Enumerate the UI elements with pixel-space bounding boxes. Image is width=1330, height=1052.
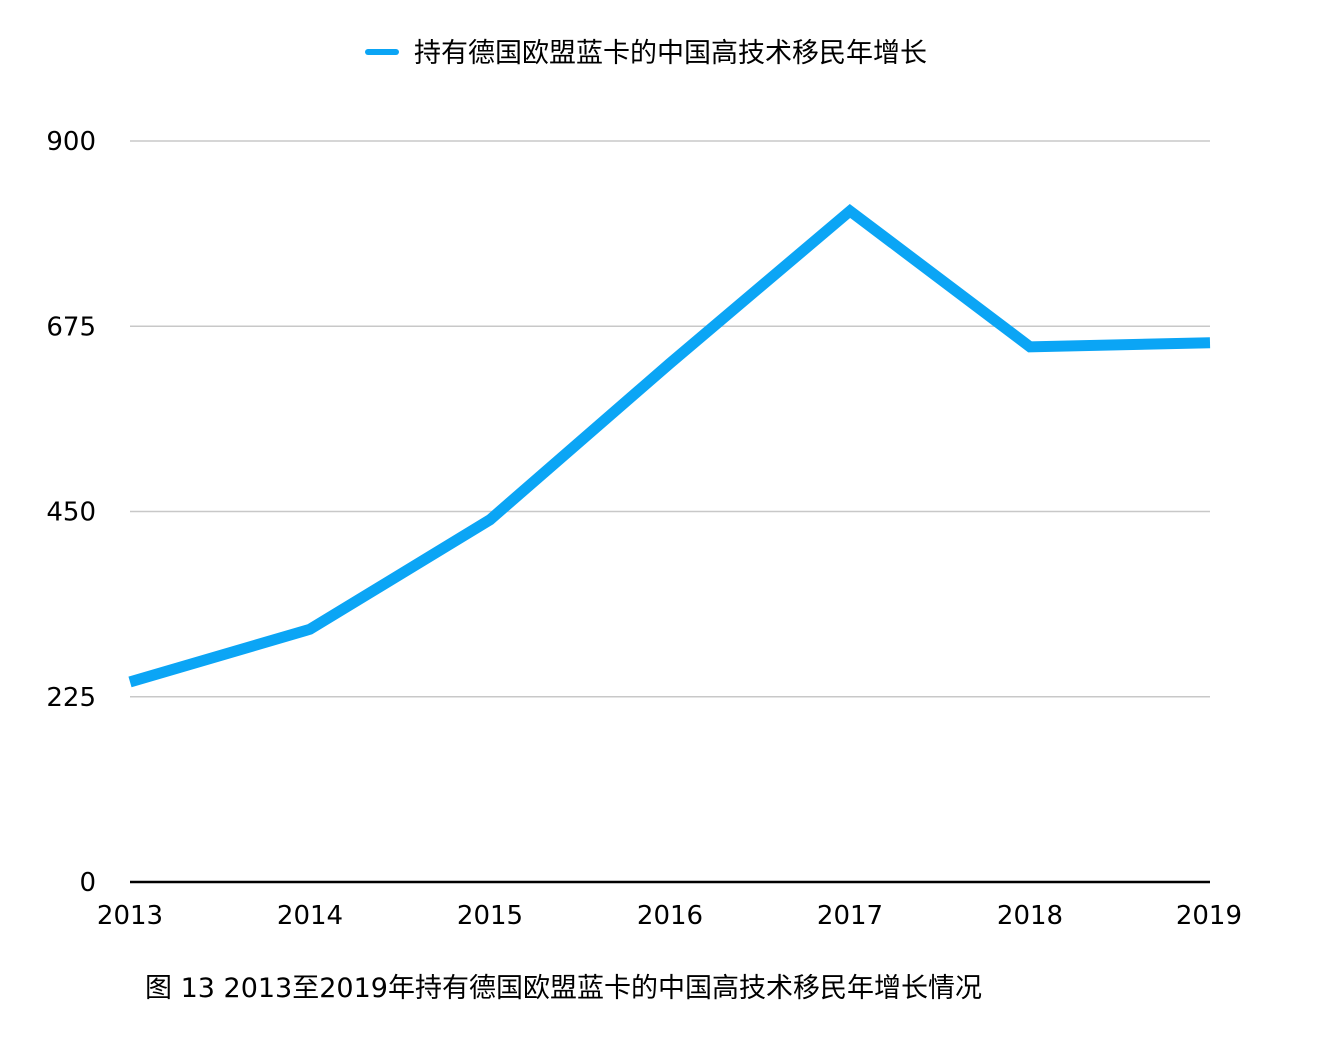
x-tick-label: 2013: [97, 901, 163, 931]
x-axis-ticks: 2013 2014 2015 2016 2017 2018 2019: [97, 901, 1242, 931]
x-tick-label: 2014: [277, 901, 343, 931]
series-line: [130, 211, 1210, 682]
y-tick-label: 900: [46, 127, 96, 157]
x-tick-label: 2017: [817, 901, 883, 931]
grid-layer: [130, 141, 1210, 882]
x-tick-label: 2019: [1176, 901, 1242, 931]
y-tick-label: 0: [79, 868, 96, 898]
legend: 持有德国欧盟蓝卡的中国高技术移民年增长: [368, 38, 927, 69]
figure-caption: 图 13 2013至2019年持有德国欧盟蓝卡的中国高技术移民年增长情况: [145, 973, 982, 1004]
x-tick-label: 2018: [997, 901, 1063, 931]
legend-label: 持有德国欧盟蓝卡的中国高技术移民年增长: [414, 38, 927, 69]
y-tick-label: 225: [46, 683, 96, 713]
y-tick-label: 450: [46, 498, 96, 528]
y-tick-label: 675: [46, 312, 96, 342]
y-axis-ticks: 0 225 450 675 900: [46, 127, 96, 898]
series-layer: [130, 211, 1210, 682]
x-tick-label: 2016: [637, 901, 703, 931]
x-tick-label: 2015: [457, 901, 523, 931]
